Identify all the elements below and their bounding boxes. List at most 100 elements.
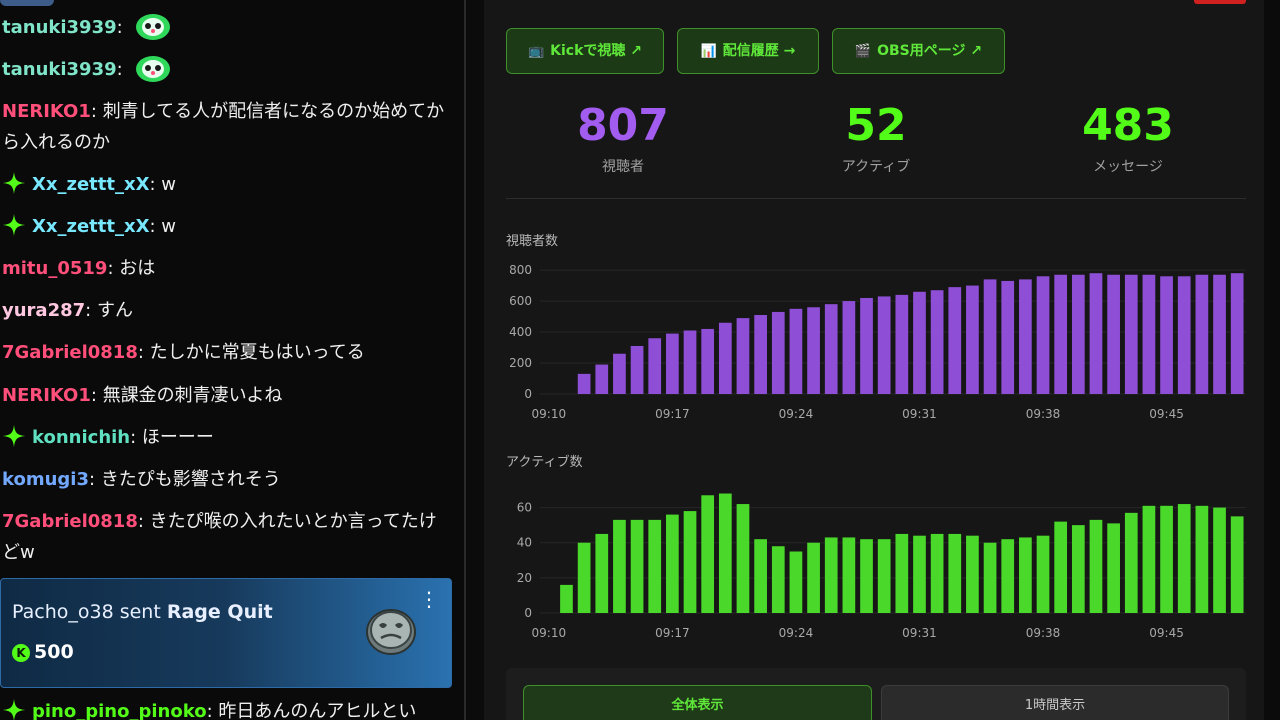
bar[interactable] <box>983 279 997 394</box>
more-vertical-icon[interactable]: ⋮ <box>419 587 439 611</box>
obs-page-button[interactable]: 🎬 OBS用ページ ↗ <box>832 28 1005 74</box>
bar[interactable] <box>842 301 856 394</box>
x-tick-label: 09:38 <box>1026 407 1061 421</box>
bar[interactable] <box>1107 274 1120 394</box>
bar[interactable] <box>754 539 767 613</box>
bar[interactable] <box>577 373 591 394</box>
bar[interactable] <box>736 318 750 394</box>
bar[interactable] <box>701 495 715 613</box>
show-one-hour-button[interactable]: 1時間表示 <box>881 685 1229 720</box>
bar[interactable] <box>613 519 626 613</box>
chat-username[interactable]: 7Gabriel0818 <box>2 342 138 363</box>
chat-username[interactable]: mitu_0519 <box>2 258 108 279</box>
bar[interactable] <box>577 542 591 613</box>
bar[interactable] <box>595 364 609 394</box>
bar[interactable] <box>930 533 944 613</box>
bar[interactable] <box>630 345 644 394</box>
bar[interactable] <box>1036 535 1050 613</box>
stream-history-button[interactable]: 📊 配信履歴 → <box>677 28 819 74</box>
bar[interactable] <box>701 328 715 394</box>
chat-username[interactable]: Xx_zettt_xX <box>32 216 150 237</box>
bar[interactable] <box>1124 274 1138 394</box>
bar[interactable] <box>789 551 803 614</box>
bar[interactable] <box>966 285 979 394</box>
gift-sender[interactable]: Pacho_o38 <box>12 601 114 623</box>
panel-divider[interactable] <box>464 0 466 720</box>
bar[interactable] <box>1160 505 1173 613</box>
bar[interactable] <box>930 290 944 394</box>
show-all-button[interactable]: 全体表示 <box>523 685 872 720</box>
bar[interactable] <box>683 511 697 613</box>
bar[interactable] <box>807 542 820 613</box>
bar[interactable] <box>595 533 609 613</box>
bar[interactable] <box>718 322 732 394</box>
bar[interactable] <box>807 307 820 394</box>
bar[interactable] <box>666 333 679 394</box>
bar[interactable] <box>860 297 873 394</box>
chat-username[interactable]: NERIKO1 <box>2 101 91 122</box>
bar[interactable] <box>666 514 679 613</box>
watch-on-kick-button[interactable]: 📺 Kickで視聴 ↗ <box>506 28 664 74</box>
bar[interactable] <box>789 308 803 394</box>
bar[interactable] <box>1195 274 1209 394</box>
bar[interactable] <box>1160 276 1173 394</box>
bar[interactable] <box>1124 512 1138 613</box>
bar[interactable] <box>877 296 891 394</box>
bar[interactable] <box>913 535 926 613</box>
bar[interactable] <box>913 291 926 394</box>
bar[interactable] <box>1054 521 1068 613</box>
bar[interactable] <box>824 537 838 613</box>
bar[interactable] <box>1177 504 1191 613</box>
bar[interactable] <box>648 338 662 394</box>
bar[interactable] <box>1230 516 1244 613</box>
bar[interactable] <box>630 519 644 613</box>
chat-username[interactable]: konnichih <box>32 427 131 448</box>
bar[interactable] <box>1107 523 1120 613</box>
bar[interactable] <box>1089 519 1103 613</box>
bar[interactable] <box>736 504 750 613</box>
bar[interactable] <box>1230 273 1244 394</box>
bar[interactable] <box>754 315 767 394</box>
bar[interactable] <box>718 493 732 613</box>
bar[interactable] <box>648 519 662 613</box>
bar[interactable] <box>1071 525 1085 613</box>
bar[interactable] <box>771 546 785 613</box>
bar[interactable] <box>948 287 962 394</box>
bar[interactable] <box>983 542 997 613</box>
bar[interactable] <box>842 537 856 613</box>
bar[interactable] <box>895 533 909 613</box>
bar[interactable] <box>1019 279 1032 394</box>
bar[interactable] <box>860 539 873 613</box>
bar[interactable] <box>1177 276 1191 394</box>
chat-username[interactable]: pino_pino_pinoko <box>32 701 207 720</box>
bar[interactable] <box>1213 274 1226 394</box>
bar[interactable] <box>1089 273 1103 394</box>
chat-username[interactable]: 7Gabriel0818 <box>2 511 138 532</box>
bar[interactable] <box>1071 274 1085 394</box>
chat-username[interactable]: komugi3 <box>2 469 90 490</box>
chat-username[interactable]: tanuki3939 <box>2 17 117 38</box>
bar[interactable] <box>1195 505 1209 613</box>
bar[interactable] <box>824 304 838 394</box>
bar[interactable] <box>1001 539 1015 613</box>
bar[interactable] <box>1213 507 1226 613</box>
bar[interactable] <box>966 535 979 613</box>
bar[interactable] <box>683 330 697 395</box>
chat-username[interactable]: Xx_zettt_xX <box>32 174 150 195</box>
bar[interactable] <box>1054 274 1068 394</box>
bar[interactable] <box>877 539 891 613</box>
bar[interactable] <box>613 353 626 394</box>
bar[interactable] <box>560 584 573 613</box>
bar[interactable] <box>771 311 785 394</box>
bar[interactable] <box>1142 274 1156 394</box>
bar[interactable] <box>948 533 962 613</box>
chat-username[interactable]: NERIKO1 <box>2 385 91 406</box>
chat-username[interactable]: yura287 <box>2 300 86 321</box>
bar[interactable] <box>1019 537 1032 613</box>
bar[interactable] <box>1036 276 1050 394</box>
bar[interactable] <box>895 294 909 394</box>
gift-card[interactable]: Pacho_o38 sent Rage Quit K 500 ⋮ <box>0 578 452 688</box>
bar[interactable] <box>1001 280 1015 394</box>
bar[interactable] <box>1142 505 1156 613</box>
chat-username[interactable]: tanuki3939 <box>2 59 117 80</box>
